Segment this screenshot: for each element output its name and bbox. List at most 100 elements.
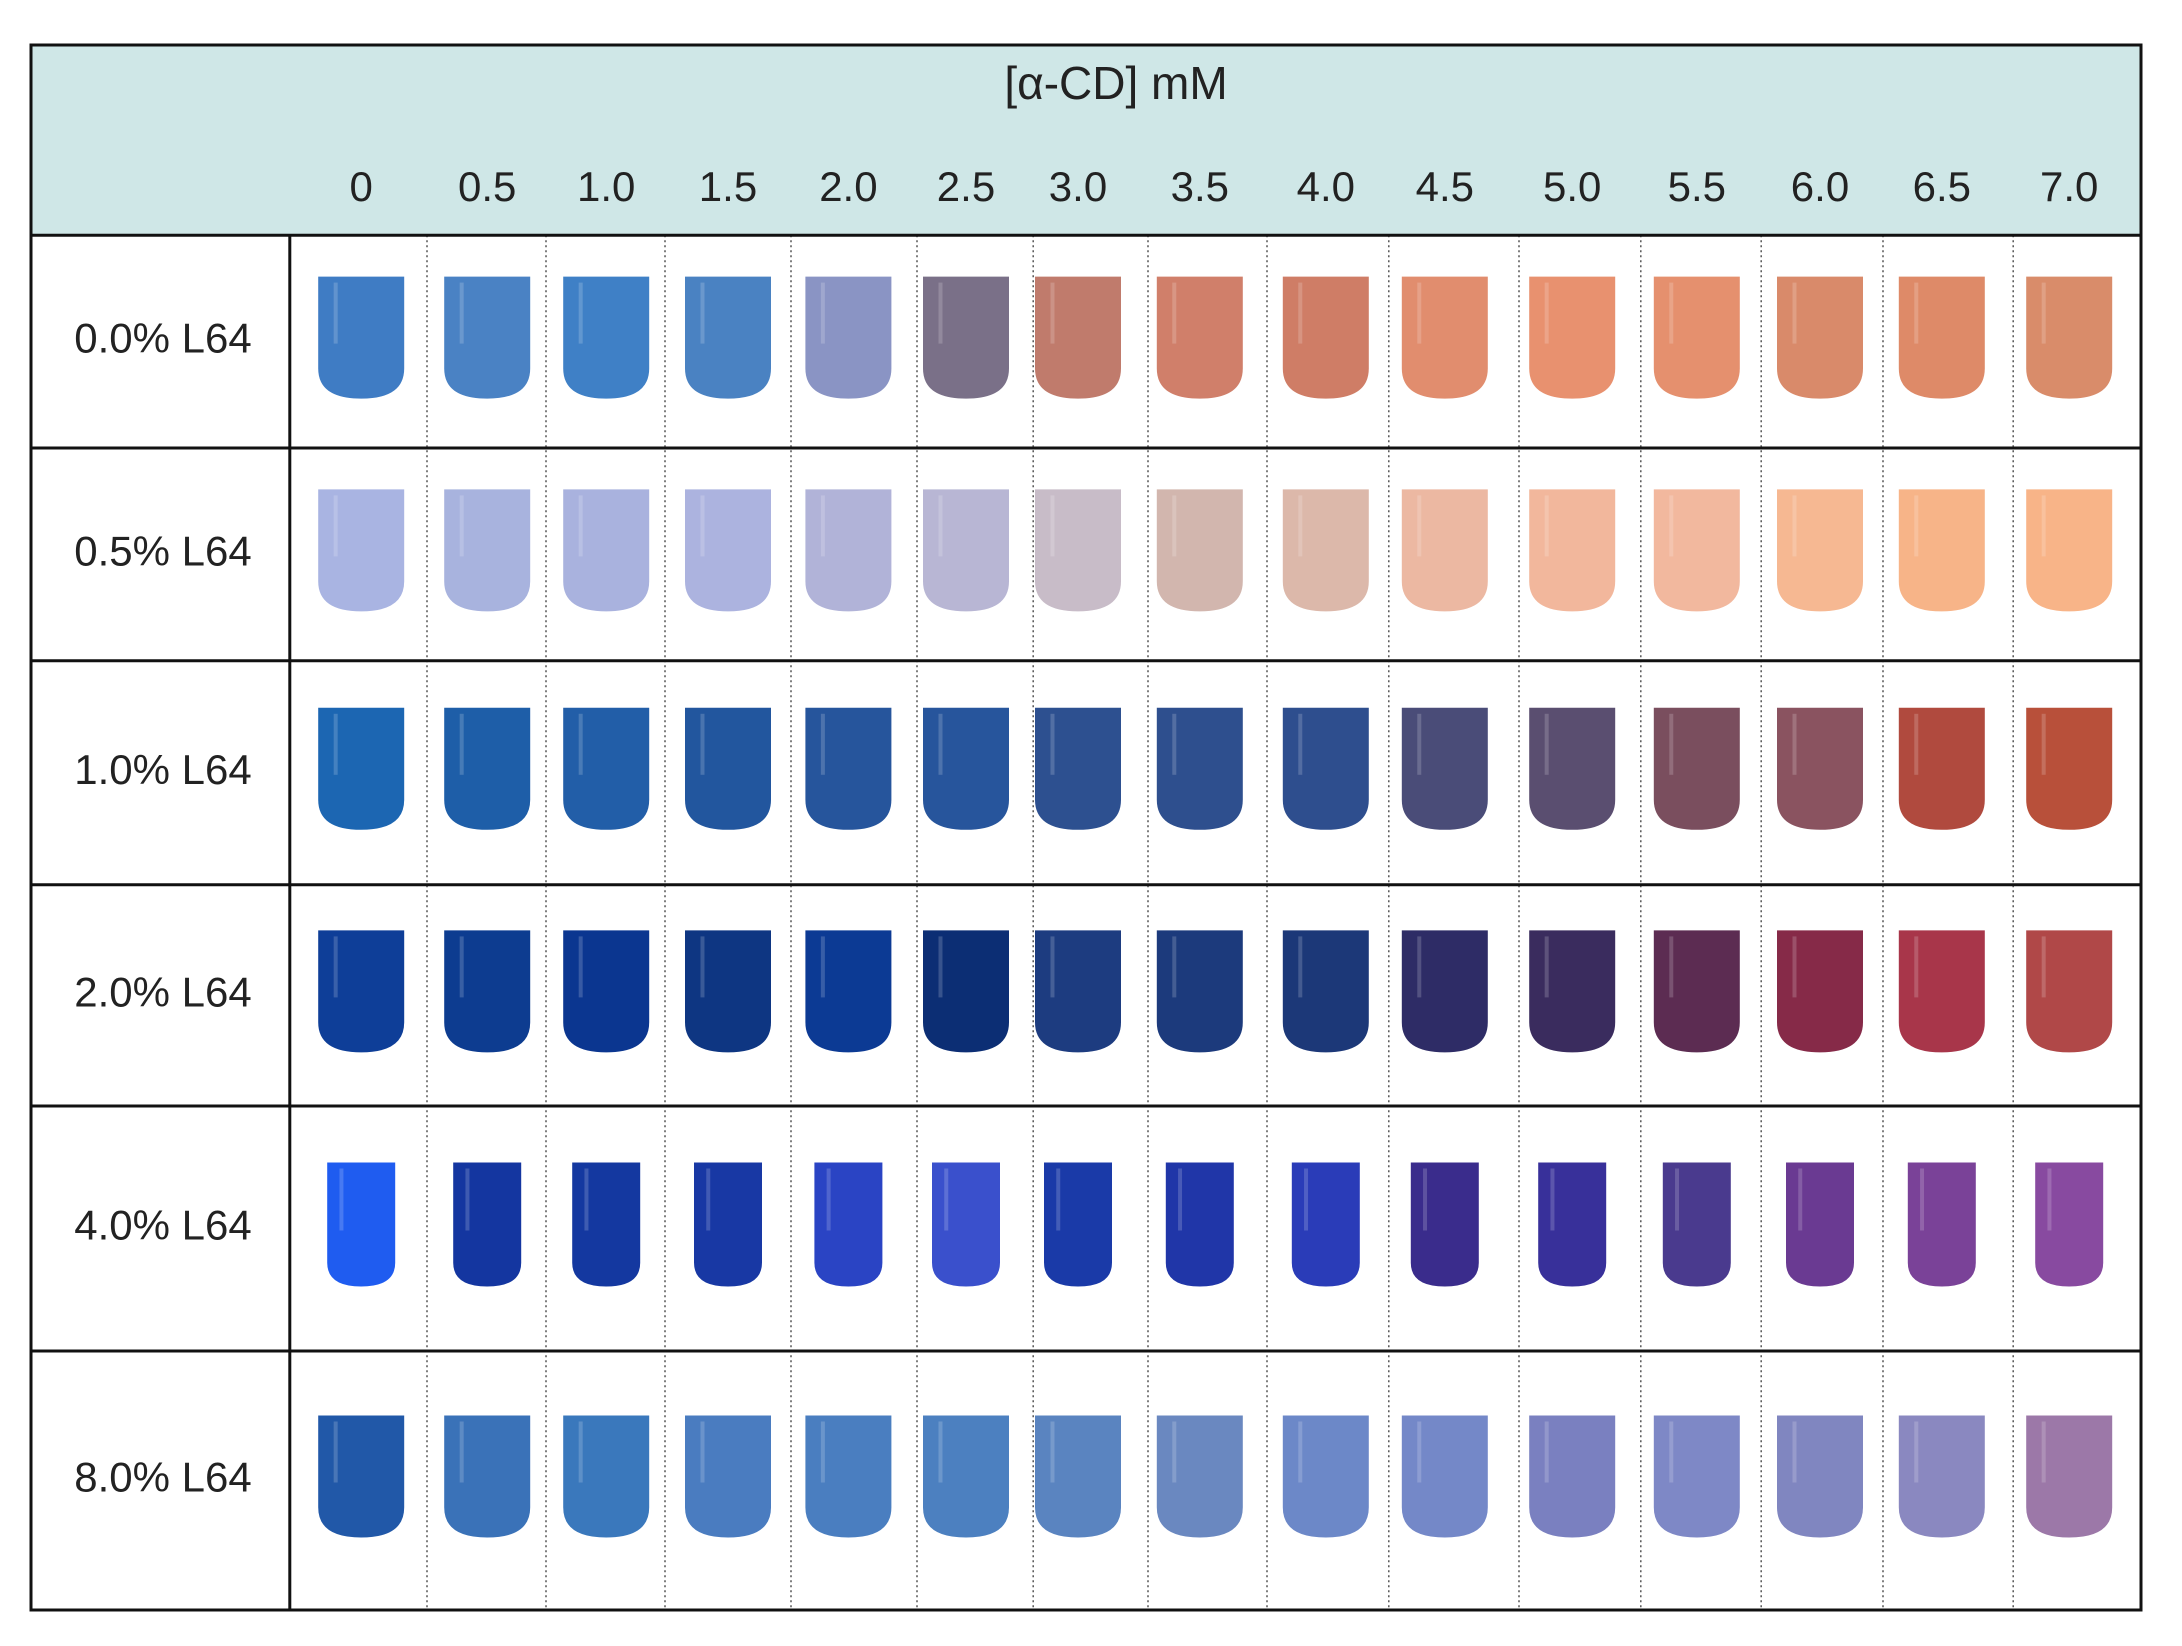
vial-shine bbox=[1417, 1421, 1422, 1483]
vial-shine bbox=[1050, 282, 1055, 344]
vial bbox=[563, 707, 650, 830]
vial bbox=[318, 707, 405, 830]
vial-shine bbox=[1792, 282, 1797, 344]
vial bbox=[1156, 489, 1243, 612]
vial bbox=[1156, 276, 1243, 399]
vial bbox=[1898, 1415, 1985, 1538]
vial bbox=[444, 276, 531, 399]
vial bbox=[1035, 930, 1121, 1053]
vial bbox=[1653, 489, 1740, 612]
vial-shine bbox=[1050, 936, 1055, 998]
vial-shine bbox=[2041, 282, 2046, 344]
column-label: 5.0 bbox=[1543, 163, 1601, 210]
vial-shine bbox=[1172, 1421, 1177, 1483]
vial bbox=[694, 1162, 762, 1287]
vial bbox=[814, 1162, 883, 1287]
vial-shine bbox=[1669, 713, 1674, 775]
vial-shine bbox=[1298, 282, 1303, 344]
vial-shine bbox=[1550, 1168, 1555, 1231]
vial-shine bbox=[1423, 1168, 1428, 1231]
vial bbox=[1165, 1162, 1234, 1287]
vial-shine bbox=[2041, 713, 2046, 775]
row-label: 0.0% L64 bbox=[74, 315, 251, 362]
column-label: 3.5 bbox=[1171, 163, 1229, 210]
vial-shine bbox=[1544, 936, 1549, 998]
vial bbox=[1282, 489, 1369, 612]
vial bbox=[923, 707, 1009, 830]
vial-shine bbox=[1050, 1421, 1055, 1483]
vial-shine bbox=[938, 1421, 943, 1483]
vial bbox=[1777, 276, 1863, 399]
vial bbox=[563, 930, 650, 1053]
vial-shine bbox=[1792, 713, 1797, 775]
vial-shine bbox=[700, 495, 705, 557]
vial-shine bbox=[578, 495, 583, 557]
vial-shine bbox=[1298, 1421, 1303, 1483]
vial-shine bbox=[1914, 282, 1919, 344]
row-label: 0.5% L64 bbox=[74, 527, 251, 574]
vial bbox=[1282, 707, 1369, 830]
vial bbox=[1907, 1162, 1976, 1287]
vial bbox=[1529, 276, 1616, 399]
vial bbox=[1156, 930, 1243, 1053]
vial-shine bbox=[1304, 1168, 1309, 1231]
vial bbox=[1401, 1415, 1488, 1538]
vial bbox=[923, 489, 1009, 612]
vial bbox=[685, 1415, 771, 1538]
vial bbox=[1156, 1415, 1243, 1538]
vial bbox=[318, 276, 405, 399]
column-label: 6.5 bbox=[1913, 163, 1971, 210]
vial bbox=[1529, 1415, 1616, 1538]
vial bbox=[923, 1415, 1009, 1538]
vial-shine bbox=[1669, 936, 1674, 998]
vial-shine bbox=[333, 282, 338, 344]
vial-shine bbox=[578, 936, 583, 998]
vial-shine bbox=[465, 1168, 470, 1231]
vial-shine bbox=[820, 495, 825, 557]
vial-shine bbox=[820, 713, 825, 775]
vial bbox=[1898, 707, 1985, 830]
vial-shine bbox=[578, 713, 583, 775]
column-label: 3.0 bbox=[1049, 163, 1107, 210]
vial bbox=[1898, 930, 1985, 1053]
vial-shine bbox=[1914, 495, 1919, 557]
vial bbox=[1529, 489, 1616, 612]
vial-shine bbox=[1298, 713, 1303, 775]
vial bbox=[2026, 930, 2113, 1053]
vial-shine bbox=[459, 713, 464, 775]
vial-shine bbox=[938, 495, 943, 557]
vial-shine bbox=[459, 936, 464, 998]
column-label: 5.5 bbox=[1668, 163, 1726, 210]
vial bbox=[1777, 930, 1863, 1053]
column-label: 6.0 bbox=[1791, 163, 1849, 210]
vial bbox=[923, 930, 1009, 1053]
vial bbox=[1282, 930, 1369, 1053]
vial-shine bbox=[1172, 936, 1177, 998]
column-label: 2.0 bbox=[819, 163, 877, 210]
vial-shine bbox=[700, 936, 705, 998]
vial bbox=[563, 489, 650, 612]
vial-shine bbox=[584, 1168, 589, 1231]
vial bbox=[1653, 276, 1740, 399]
vial bbox=[923, 276, 1009, 399]
vial-shine bbox=[1298, 936, 1303, 998]
vial-shine bbox=[1792, 936, 1797, 998]
vial bbox=[2035, 1162, 2104, 1287]
vial-shine bbox=[1172, 495, 1177, 557]
vial-shine bbox=[333, 1421, 338, 1483]
vial-shine bbox=[826, 1168, 831, 1231]
vial-shine bbox=[1914, 713, 1919, 775]
vial bbox=[1035, 707, 1121, 830]
vial-shine bbox=[1792, 1421, 1797, 1483]
vial-shine bbox=[1172, 713, 1177, 775]
vial bbox=[1156, 707, 1243, 830]
vial bbox=[685, 707, 771, 830]
vial-shine bbox=[1675, 1168, 1680, 1231]
vial bbox=[2026, 1415, 2113, 1538]
vial bbox=[1282, 1415, 1369, 1538]
column-label: 4.5 bbox=[1416, 163, 1474, 210]
vial bbox=[805, 1415, 892, 1538]
vial-shine bbox=[944, 1168, 949, 1231]
vial bbox=[2026, 276, 2113, 399]
vial-shine bbox=[1417, 282, 1422, 344]
